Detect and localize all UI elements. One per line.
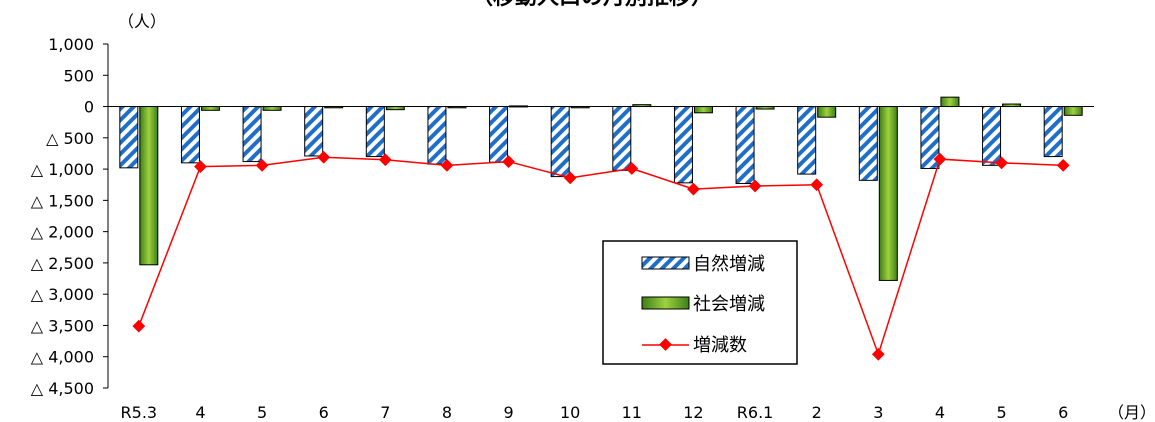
- net-change-point: [132, 319, 146, 333]
- bar-social-change: [755, 106, 775, 110]
- bar-natural-change: [365, 106, 385, 158]
- bar-natural-change: [1043, 106, 1063, 158]
- bar-social-change: [878, 106, 898, 281]
- x-tick-label: 9: [503, 403, 513, 422]
- bar-social-change: [385, 106, 405, 111]
- bar-social-change: [693, 106, 713, 114]
- bar-social-change: [817, 106, 837, 118]
- chart-title: （移動人口の月別推移）: [471, 0, 713, 10]
- y-unit-label: （人）: [118, 12, 166, 31]
- bar-social-change: [570, 106, 590, 109]
- net-change-point: [255, 158, 269, 172]
- x-tick-label: 12: [683, 403, 703, 422]
- x-tick-label: 11: [622, 403, 642, 422]
- y-tick-label: △ 500: [46, 129, 94, 148]
- net-change-point: [687, 182, 700, 196]
- bar-social-change: [632, 104, 652, 108]
- y-tick-label: △ 1,000: [31, 160, 94, 179]
- net-change-point: [1056, 158, 1070, 172]
- bar-social-change: [262, 106, 282, 111]
- legend-swatch-social: [641, 296, 690, 310]
- y-tick-label: △ 1,500: [31, 191, 94, 210]
- bar-social-change: [1063, 106, 1083, 116]
- bar-social-change: [324, 106, 344, 109]
- legend-label-natural: 自然増減: [693, 254, 765, 275]
- net-change-point: [871, 347, 885, 361]
- y-tick-label: △ 3,500: [31, 316, 94, 335]
- net-change-point: [502, 155, 515, 168]
- net-change-point: [378, 153, 392, 167]
- y-tick-label: △ 4,000: [31, 348, 94, 367]
- x-tick-label: 3: [873, 403, 883, 422]
- bar-natural-change: [119, 106, 139, 169]
- y-tick-label: 500: [63, 66, 94, 85]
- bar-social-change: [200, 106, 220, 111]
- net-change-point: [810, 178, 824, 192]
- net-change-polyline: [138, 156, 1064, 357]
- bar-natural-change: [797, 106, 817, 175]
- y-tick-label: △ 2,500: [31, 254, 94, 273]
- bar-social-change: [447, 106, 467, 109]
- bar-social-change: [139, 106, 159, 266]
- bars: [119, 96, 1083, 281]
- x-tick-label: 10: [560, 403, 580, 422]
- bar-natural-change: [550, 106, 570, 178]
- bar-natural-change: [982, 106, 1002, 166]
- net-change-point: [317, 150, 331, 164]
- x-tick-label: 2: [812, 403, 822, 422]
- x-tick-label: 8: [442, 403, 452, 422]
- bar-social-change: [1002, 103, 1022, 108]
- net-change-point: [194, 160, 207, 173]
- net-change-line: [132, 150, 1070, 361]
- x-tick-label: 4: [195, 403, 205, 422]
- x-tick-label: 6: [319, 403, 329, 422]
- bar-natural-change: [304, 106, 324, 157]
- x-unit-label: （月）: [1108, 403, 1155, 422]
- x-tick-label: 5: [257, 403, 267, 422]
- legend: 自然増減 社会増減 増減数: [602, 240, 798, 365]
- net-change-point: [440, 158, 454, 172]
- x-tick-label: R5.3: [121, 403, 158, 422]
- y-tick-label: 0: [84, 98, 94, 117]
- bar-natural-change: [489, 106, 509, 163]
- bar-natural-change: [180, 106, 200, 164]
- bar-natural-change: [858, 106, 878, 181]
- axes: [103, 43, 1094, 389]
- legend-box: [602, 240, 798, 365]
- x-tick-label: 4: [935, 403, 945, 422]
- y-tick-label: △ 4,500: [31, 379, 94, 398]
- y-tick-label: △ 3,000: [31, 285, 94, 304]
- legend-label-net: 増減数: [693, 335, 747, 356]
- legend-swatch-natural: [641, 256, 690, 270]
- x-tick-label: 6: [1058, 403, 1068, 422]
- bar-natural-change: [612, 106, 632, 171]
- bar-natural-change: [735, 106, 755, 184]
- x-tick-label: 5: [996, 403, 1006, 422]
- bar-natural-change: [427, 106, 447, 165]
- bar-natural-change: [673, 106, 693, 184]
- bar-social-change: [509, 105, 529, 108]
- bar-social-change: [940, 96, 960, 108]
- legend-label-social: 社会増減: [693, 294, 765, 315]
- x-tick-label: R6.1: [737, 403, 774, 422]
- y-tick-label: △ 2,000: [31, 223, 94, 242]
- bar-natural-change: [920, 106, 940, 169]
- x-tick-label: 7: [380, 403, 390, 422]
- y-tick-label: 1,000: [48, 35, 94, 54]
- tick-labels: 1,000 500 0 △ 500 △ 1,000 △ 1,500 △ 2,000 △ 2,5…: [31, 35, 1068, 422]
- bar-natural-change: [242, 106, 262, 163]
